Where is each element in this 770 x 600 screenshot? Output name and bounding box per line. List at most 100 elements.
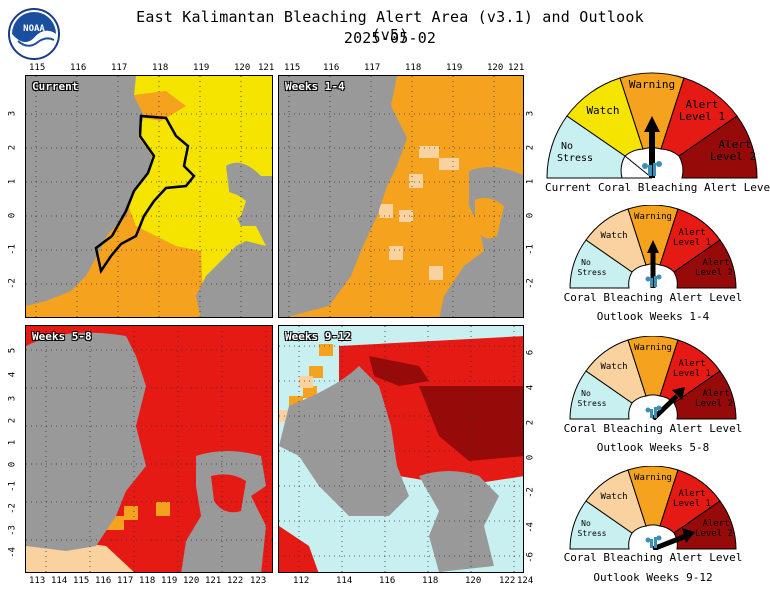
lon-tick: 120: [465, 576, 482, 586]
lon-tick: 115: [29, 63, 46, 73]
map-date: 2025-05-02: [343, 29, 437, 47]
alert-gauge-current: No Stress Watch Warning Alert Level 1 Aler…: [545, 70, 760, 180]
lat-tick: -2: [525, 487, 536, 498]
gauge-caption-current: Current Coral Bleaching Alert Level: [545, 181, 770, 194]
lat-tick: 2: [7, 417, 18, 424]
lon-tick: 122: [499, 576, 516, 586]
lon-tick: 115: [73, 576, 90, 586]
lat-tick: 4: [525, 384, 536, 391]
lat-tick: -6: [525, 552, 536, 563]
lat-tick: -1: [7, 481, 18, 492]
lat-tick: 4: [7, 371, 18, 378]
lat-tick: 5: [7, 347, 18, 354]
panel-label-weeks-9-12: Weeks 9-12: [285, 330, 352, 343]
lon-tick: 121: [205, 576, 222, 586]
lat-tick: 1: [525, 178, 536, 185]
lon-tick: 120: [234, 63, 251, 73]
gauge-subcaption-weeks-5-8: Outlook Weeks 5-8: [596, 441, 710, 454]
lon-tick: 124: [517, 576, 534, 586]
lon-tick: 120: [183, 576, 200, 586]
lon-tick: 118: [422, 576, 439, 586]
map-panel-current: Current: [25, 75, 273, 318]
lat-tick: -2: [525, 278, 536, 289]
lon-tick: 114: [336, 576, 353, 586]
svg-text:Watch: Watch: [600, 231, 627, 241]
lon-tick: 120: [487, 63, 504, 73]
lat-tick: -1: [525, 244, 536, 255]
svg-text:NOAA: NOAA: [23, 24, 45, 34]
lon-tick: 116: [95, 576, 112, 586]
svg-text:Watch: Watch: [600, 492, 627, 502]
lon-tick: 116: [70, 63, 87, 73]
lon-tick: 119: [446, 63, 463, 73]
map-title: East Kalimantan Bleaching Alert Area (v3…: [136, 8, 644, 44]
lon-tick: 112: [293, 576, 310, 586]
lat-tick: 2: [525, 419, 536, 426]
lon-tick: 119: [161, 576, 178, 586]
alert-gauge-weeks-1-4: No Stress Watch Warning Alert Level 1 Aler…: [568, 204, 738, 289]
alert-gauge-weeks-5-8: No Stress Watch Warning Alert Level 1 Aler…: [568, 335, 738, 421]
lon-tick: 116: [323, 63, 340, 73]
lon-tick: 119: [193, 63, 210, 73]
lon-tick: 118: [405, 63, 422, 73]
gauge-subcaption-weeks-1-4: Outlook Weeks 1-4: [596, 310, 710, 323]
lat-tick: 0: [7, 461, 18, 468]
gauge-caption-weeks-1-4: Coral Bleaching Alert Level: [563, 291, 743, 304]
lat-tick: 3: [7, 110, 18, 117]
svg-text:Watch: Watch: [600, 362, 627, 372]
lon-tick: 117: [364, 63, 381, 73]
lat-tick: -4: [7, 547, 18, 558]
lat-tick: -3: [7, 525, 18, 536]
panel-label-current: Current: [32, 80, 79, 93]
lat-tick: 0: [7, 212, 18, 219]
lon-tick: 114: [51, 576, 68, 586]
lat-tick: -4: [525, 522, 536, 533]
svg-text:Warning: Warning: [629, 78, 675, 91]
map-panel-weeks-1-4: Weeks 1-4: [278, 75, 524, 318]
lat-tick: 0: [525, 454, 536, 461]
gauge-caption-weeks-9-12: Coral Bleaching Alert Level: [563, 551, 743, 564]
lat-tick: 1: [7, 439, 18, 446]
lon-tick: 117: [111, 63, 128, 73]
gauge-subcaption-weeks-9-12: Outlook Weeks 9-12: [593, 571, 713, 584]
lat-tick: -1: [7, 244, 18, 255]
lon-tick: 121: [258, 63, 275, 73]
lon-tick: 116: [379, 576, 396, 586]
lat-tick: 0: [525, 212, 536, 219]
lat-tick: -2: [7, 278, 18, 289]
lon-tick: 115: [284, 63, 301, 73]
noaa-logo: NOAA: [8, 8, 60, 60]
lon-tick: 117: [117, 576, 134, 586]
svg-text:Warning: Warning: [634, 473, 672, 483]
map-panel-weeks-9-12: Weeks 9-12: [278, 325, 524, 573]
map-panel-weeks-5-8: Weeks 5-8: [25, 325, 273, 573]
svg-text:Warning: Warning: [634, 212, 672, 222]
lat-tick: 1: [7, 178, 18, 185]
lat-tick: 3: [7, 395, 18, 402]
lon-tick: 118: [139, 576, 156, 586]
lon-tick: 123: [250, 576, 267, 586]
alert-gauge-weeks-9-12: No Stress Watch Warning Alert Level 1 Aler…: [568, 465, 738, 552]
lat-tick: 3: [525, 110, 536, 117]
lat-tick: -2: [7, 503, 18, 514]
lat-tick: 2: [525, 144, 536, 151]
lon-tick: 121: [508, 63, 525, 73]
svg-text:Warning: Warning: [634, 343, 672, 353]
panel-label-weeks-1-4: Weeks 1-4: [285, 80, 345, 93]
lon-tick: 118: [152, 63, 169, 73]
gauge-caption-weeks-5-8: Coral Bleaching Alert Level: [563, 422, 743, 435]
lat-tick: 6: [525, 349, 536, 356]
lon-tick: 113: [29, 576, 46, 586]
lat-tick: 2: [7, 144, 18, 151]
